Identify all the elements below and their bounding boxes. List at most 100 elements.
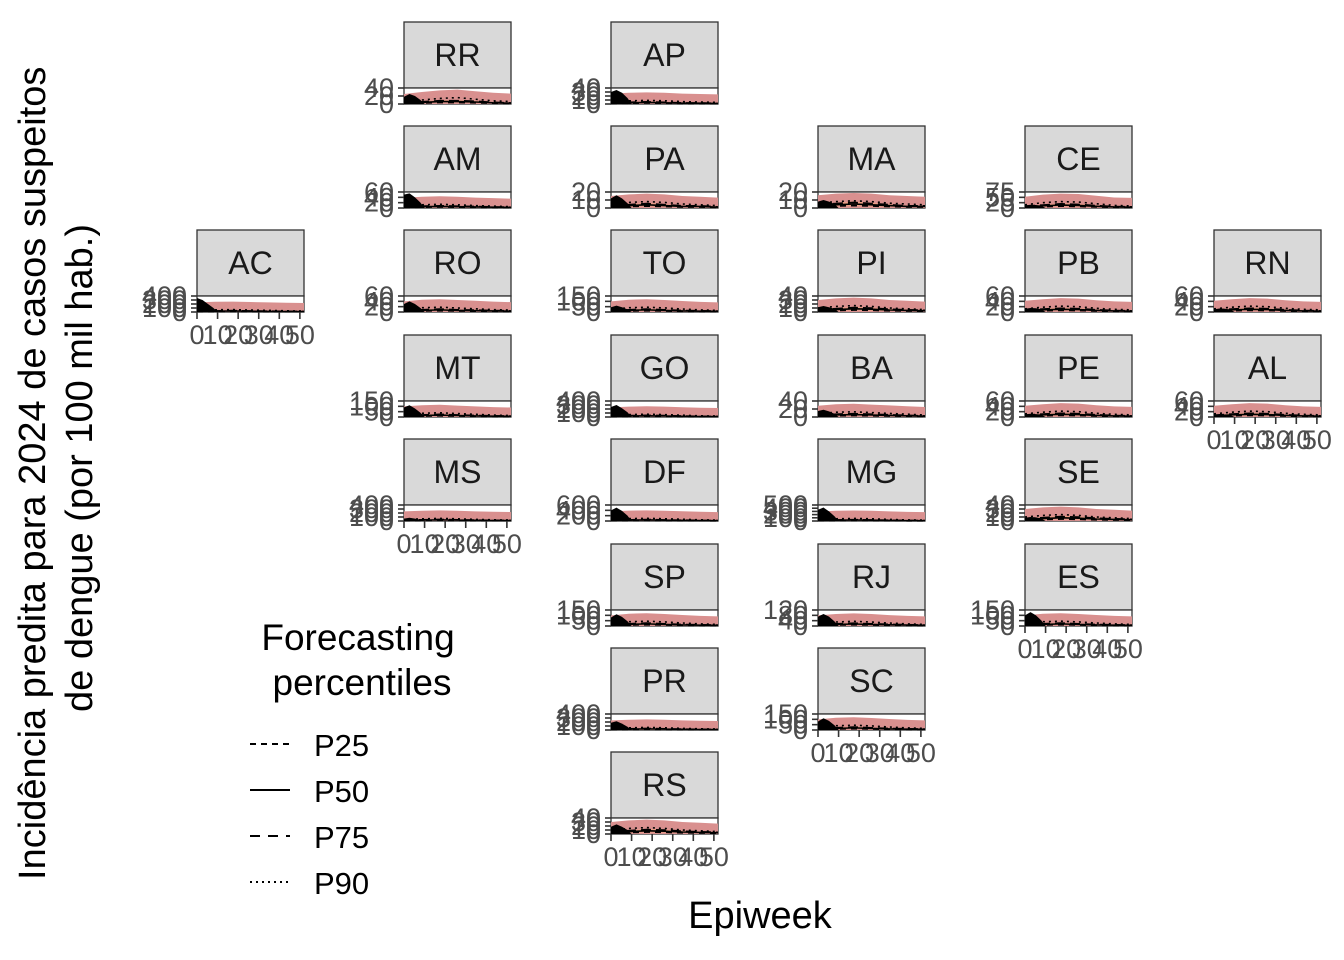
strip-label-pb: PB bbox=[1057, 245, 1100, 281]
observed-series bbox=[611, 90, 632, 104]
x-tick-label: 50 bbox=[492, 529, 522, 559]
y-tick-label: 40 bbox=[364, 73, 394, 103]
strip-rr bbox=[403, 21, 512, 89]
x-tick-label: 20 bbox=[430, 529, 460, 559]
y-tick-label: 20 bbox=[364, 292, 394, 322]
strip-label-rs: RS bbox=[642, 767, 686, 803]
y-tick-label: 0 bbox=[1000, 297, 1015, 327]
y-tick-label: 40 bbox=[778, 281, 808, 311]
y-tick-label: 60 bbox=[1174, 281, 1204, 311]
observed-series bbox=[611, 614, 632, 626]
legend-title-line-1: Forecasting bbox=[261, 617, 454, 658]
y-tick-label: 200 bbox=[556, 501, 601, 531]
y-tick-label: 150 bbox=[970, 595, 1015, 625]
y-tick-label: 20 bbox=[571, 811, 601, 841]
y-tick-label: 10 bbox=[571, 815, 601, 845]
observed-series bbox=[611, 721, 632, 730]
observed-series bbox=[404, 94, 425, 104]
observed-series bbox=[404, 517, 425, 521]
band-p90 bbox=[611, 613, 718, 626]
strip-ms bbox=[403, 438, 512, 506]
y-tick-label: 20 bbox=[985, 498, 1015, 528]
y-tick-label: 25 bbox=[985, 188, 1015, 218]
band-p90 bbox=[404, 299, 511, 312]
y-tick-label: 30 bbox=[571, 807, 601, 837]
strip-al bbox=[1213, 334, 1322, 402]
legend-label-p75: P75 bbox=[314, 820, 369, 855]
y-tick-label: 200 bbox=[556, 394, 601, 424]
line-p50 bbox=[817, 307, 926, 312]
x-tick-label: 20 bbox=[844, 738, 874, 768]
y-tick-label: 40 bbox=[571, 803, 601, 833]
strip-label-ba: BA bbox=[850, 350, 893, 386]
strip-label-to: TO bbox=[643, 245, 687, 281]
observed-series bbox=[611, 824, 632, 834]
strip-label-mg: MG bbox=[846, 454, 898, 490]
x-tick-label: 10 bbox=[1031, 634, 1061, 664]
y-tick-label: 0 bbox=[172, 297, 187, 327]
strip-mg bbox=[817, 438, 926, 506]
band-p90 bbox=[611, 719, 718, 730]
strip-label-ce: CE bbox=[1056, 141, 1100, 177]
y-tick-label: 20 bbox=[364, 188, 394, 218]
y-tick-label: 400 bbox=[142, 281, 187, 311]
strip-label-rj: RJ bbox=[852, 559, 891, 595]
x-tick-label: 40 bbox=[471, 529, 501, 559]
line-p75 bbox=[817, 201, 925, 207]
x-tick-label: 10 bbox=[203, 320, 233, 350]
line-p75 bbox=[1024, 307, 1133, 312]
y-axis-title-line-1: Incidência predita para 2024 de casos su… bbox=[12, 67, 54, 880]
strip-se bbox=[1024, 438, 1133, 506]
y-tick-label: 0 bbox=[586, 506, 601, 536]
observed-series bbox=[404, 193, 425, 208]
band-p90 bbox=[404, 510, 511, 521]
strip-label-rr: RR bbox=[434, 37, 480, 73]
y-tick-label: 40 bbox=[571, 73, 601, 103]
x-tick-label: 0 bbox=[396, 529, 411, 559]
y-tick-label: 300 bbox=[556, 703, 601, 733]
band-p90 bbox=[611, 92, 718, 104]
strip-ce bbox=[1024, 125, 1133, 193]
strip-ba bbox=[817, 334, 926, 402]
y-tick-label: 300 bbox=[763, 496, 808, 526]
observed-series bbox=[404, 405, 425, 417]
observed-series bbox=[1025, 308, 1046, 312]
y-axis-title-line-2: de dengue (por 100 mil hab.) bbox=[59, 224, 101, 712]
y-tick-label: 20 bbox=[571, 177, 601, 207]
band-p90 bbox=[611, 510, 718, 521]
x-tick-label: 30 bbox=[1072, 634, 1102, 664]
x-tick-label: 10 bbox=[824, 738, 854, 768]
y-tick-label: 10 bbox=[571, 85, 601, 115]
y-tick-label: 200 bbox=[349, 498, 394, 528]
y-tick-label: 20 bbox=[1174, 397, 1204, 427]
x-tick-label: 40 bbox=[885, 738, 915, 768]
observed-series bbox=[818, 409, 839, 417]
legend-title-line-2: percentiles bbox=[273, 662, 452, 703]
strip-label-ma: MA bbox=[848, 141, 897, 177]
x-tick-label: 30 bbox=[865, 738, 895, 768]
x-tick-label: 10 bbox=[617, 842, 647, 872]
y-tick-label: 0 bbox=[793, 193, 808, 223]
strip-label-am: AM bbox=[434, 141, 482, 177]
line-p50 bbox=[817, 203, 925, 208]
x-tick-label: 50 bbox=[1113, 634, 1143, 664]
band-p90 bbox=[404, 404, 511, 417]
strip-label-ac: AC bbox=[228, 245, 272, 281]
y-tick-label: 0 bbox=[379, 402, 394, 432]
observed-series bbox=[1025, 517, 1046, 521]
y-tick-label: 20 bbox=[364, 81, 394, 111]
observed-series bbox=[1214, 308, 1235, 312]
y-tick-label: 300 bbox=[556, 390, 601, 420]
y-tick-label: 0 bbox=[1000, 402, 1015, 432]
strip-pe bbox=[1024, 334, 1133, 402]
y-tick-label: 0 bbox=[793, 611, 808, 641]
